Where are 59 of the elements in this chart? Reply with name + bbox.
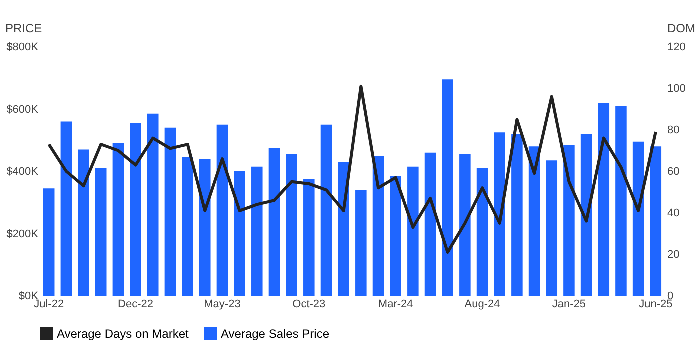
legend-label: Average Days on Market bbox=[57, 326, 190, 341]
bar bbox=[512, 134, 523, 296]
bar bbox=[546, 160, 558, 296]
y-tick-label: $200K bbox=[6, 228, 40, 240]
bar bbox=[320, 124, 332, 296]
y-tick-label: $400K bbox=[6, 166, 40, 178]
legend-label: Average Sales Price bbox=[221, 326, 330, 341]
bar bbox=[476, 168, 488, 296]
bar bbox=[598, 103, 610, 296]
y2-tick-label: 20 bbox=[668, 249, 680, 261]
bar bbox=[200, 159, 211, 296]
bar bbox=[130, 123, 142, 296]
bar bbox=[528, 146, 540, 296]
y-tick-label: $800K bbox=[6, 42, 40, 54]
y2-tick-label: 60 bbox=[668, 166, 680, 178]
x-tick-label: Aug-24 bbox=[464, 298, 500, 310]
bar bbox=[442, 80, 454, 296]
bar bbox=[60, 122, 72, 296]
line-series bbox=[48, 84, 658, 254]
bar bbox=[632, 142, 644, 296]
bar bbox=[580, 134, 592, 296]
x-tick-label: Jul-22 bbox=[34, 298, 64, 310]
x-tick-label: Mar-24 bbox=[378, 298, 414, 310]
bar bbox=[286, 154, 298, 296]
bar bbox=[304, 179, 315, 296]
bar bbox=[564, 145, 575, 296]
bar bbox=[650, 146, 662, 296]
bar bbox=[147, 114, 159, 296]
y-tick-label: $600K bbox=[6, 104, 40, 116]
bar bbox=[216, 124, 228, 296]
bar bbox=[112, 143, 124, 296]
bar bbox=[234, 172, 246, 296]
x-tick-label: Jan-25 bbox=[552, 298, 586, 310]
x-tick-label: Dec-22 bbox=[118, 298, 154, 310]
bar bbox=[460, 154, 471, 296]
bar bbox=[390, 176, 402, 296]
x-tick-label: Jun-25 bbox=[639, 298, 673, 310]
bar bbox=[338, 162, 350, 296]
bar bbox=[424, 152, 436, 296]
y2-tick-label: 40 bbox=[668, 208, 680, 220]
y2-tick-label: 100 bbox=[668, 83, 686, 95]
y2-axis-title: DOM bbox=[668, 22, 696, 36]
bar bbox=[182, 157, 194, 296]
x-tick-label: May-23 bbox=[204, 298, 241, 310]
bar bbox=[356, 190, 367, 296]
bar bbox=[95, 168, 107, 296]
bar bbox=[164, 128, 176, 296]
bar bbox=[252, 166, 263, 296]
bar bbox=[408, 166, 419, 296]
y-axis-title: PRICE bbox=[6, 22, 42, 36]
y2-tick-label: 120 bbox=[668, 42, 686, 54]
bar bbox=[78, 150, 90, 296]
bar bbox=[372, 156, 384, 296]
bar bbox=[43, 188, 55, 296]
bar bbox=[268, 148, 280, 296]
bar bbox=[616, 106, 627, 296]
x-tick-label: Oct-23 bbox=[292, 298, 326, 310]
y2-tick-label: 80 bbox=[668, 124, 680, 136]
bar bbox=[494, 132, 506, 296]
